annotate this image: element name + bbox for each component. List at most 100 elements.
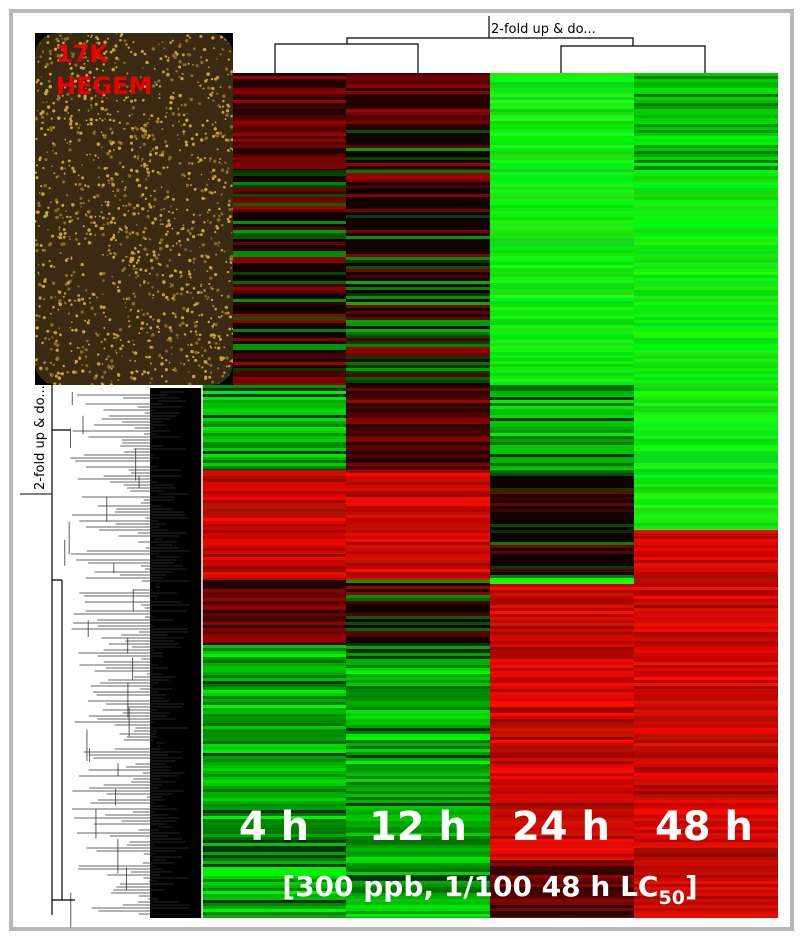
spot [116,352,118,354]
spot [168,211,170,213]
heatmap-row [202,583,346,586]
spot [102,183,105,186]
spot [79,124,81,126]
spot [112,141,115,144]
heatmap-row [634,499,778,502]
heatmap-row [346,409,490,412]
heatmap-row [346,665,490,668]
spot [182,53,185,56]
spot [128,203,130,205]
spot [70,115,72,117]
heatmap-row [634,160,778,163]
spot [203,260,206,263]
spot [218,215,221,218]
heatmap-row [346,106,490,109]
heatmap-row [490,581,634,584]
spot [158,253,161,256]
heatmap-row [634,356,778,359]
spot [144,269,147,272]
heatmap-row [634,133,778,136]
spot [224,162,226,164]
spot [62,242,66,246]
heatmap-row [202,445,346,448]
heatmap-row [490,746,634,749]
heatmap-row [634,221,778,224]
spot [154,81,157,84]
heatmap-row [490,536,634,539]
spot [155,152,158,155]
heatmap-row [202,476,346,479]
spot [163,198,165,200]
spot [194,188,197,191]
spot [73,170,76,173]
heatmap-row [490,460,634,463]
heatmap-row [634,436,778,439]
spot [188,359,190,361]
heatmap-row [346,112,490,115]
heatmap-row [490,725,634,728]
spot [213,336,216,339]
spot [64,302,67,305]
spot [97,353,100,356]
heatmap-row [634,617,778,620]
heatmap-row [346,578,490,580]
spot [165,244,169,248]
spot [50,362,52,364]
heatmap-row [346,115,490,118]
heatmap-row [490,223,634,226]
heatmap-row [346,533,490,536]
spot [206,298,208,300]
heatmap-row [634,770,778,773]
spot [94,216,96,218]
heatmap-row [490,692,634,695]
heatmap-row [346,497,490,500]
spot [211,78,213,80]
spot [212,305,215,308]
heatmap-row [202,687,346,690]
spot [51,235,54,238]
spot [201,243,204,246]
spot [70,303,73,306]
heatmap-row [346,383,490,385]
spot [188,272,191,275]
spot [154,68,156,70]
spot [200,139,203,142]
heatmap-row [202,903,346,906]
heatmap-row [634,415,778,418]
heatmap-row [202,684,346,687]
heatmap-row [634,704,778,707]
heatmap-row [346,731,490,734]
heatmap-row [202,741,346,744]
spot [228,365,230,367]
heatmap-row [634,484,778,487]
heatmap-row [490,548,634,551]
heatmap-row [490,136,634,139]
heatmap-row [490,473,634,476]
spot [61,204,64,207]
heatmap-row [346,296,490,299]
heatmap-row [346,85,490,88]
heatmap-row [346,448,490,451]
heatmap-row [346,433,490,436]
spot [43,298,45,300]
spot [48,338,50,340]
heatmap-row [202,473,346,476]
spot [143,143,146,146]
spot [172,312,174,314]
spot [180,362,182,364]
heatmap-row [634,91,778,94]
heatmap-row [490,476,634,479]
spot [142,231,145,234]
heatmap-row [202,798,346,801]
spot [201,347,203,349]
heatmap-row [634,427,778,430]
heatmap-row [202,909,346,912]
heatmap-row [634,169,778,170]
heatmap-row [346,740,490,743]
spot [197,82,199,84]
heatmap-row [346,728,490,731]
heatmap-row [490,791,634,794]
heatmap-row [490,391,634,394]
heatmap-row [202,439,346,442]
spot [50,61,53,64]
